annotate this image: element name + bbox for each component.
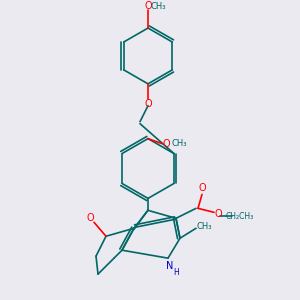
Text: H: H (173, 268, 179, 277)
Text: N: N (166, 261, 174, 271)
Text: O: O (144, 99, 152, 109)
Text: CH₂CH₃: CH₂CH₃ (226, 212, 254, 221)
Text: CH₃: CH₃ (171, 139, 187, 148)
Text: O: O (198, 183, 206, 194)
Text: O: O (162, 139, 170, 148)
Text: CH₃: CH₃ (196, 222, 212, 231)
Text: CH₃: CH₃ (150, 2, 166, 10)
Text: O: O (86, 213, 94, 223)
Text: O: O (144, 1, 152, 11)
Text: O: O (214, 209, 222, 219)
